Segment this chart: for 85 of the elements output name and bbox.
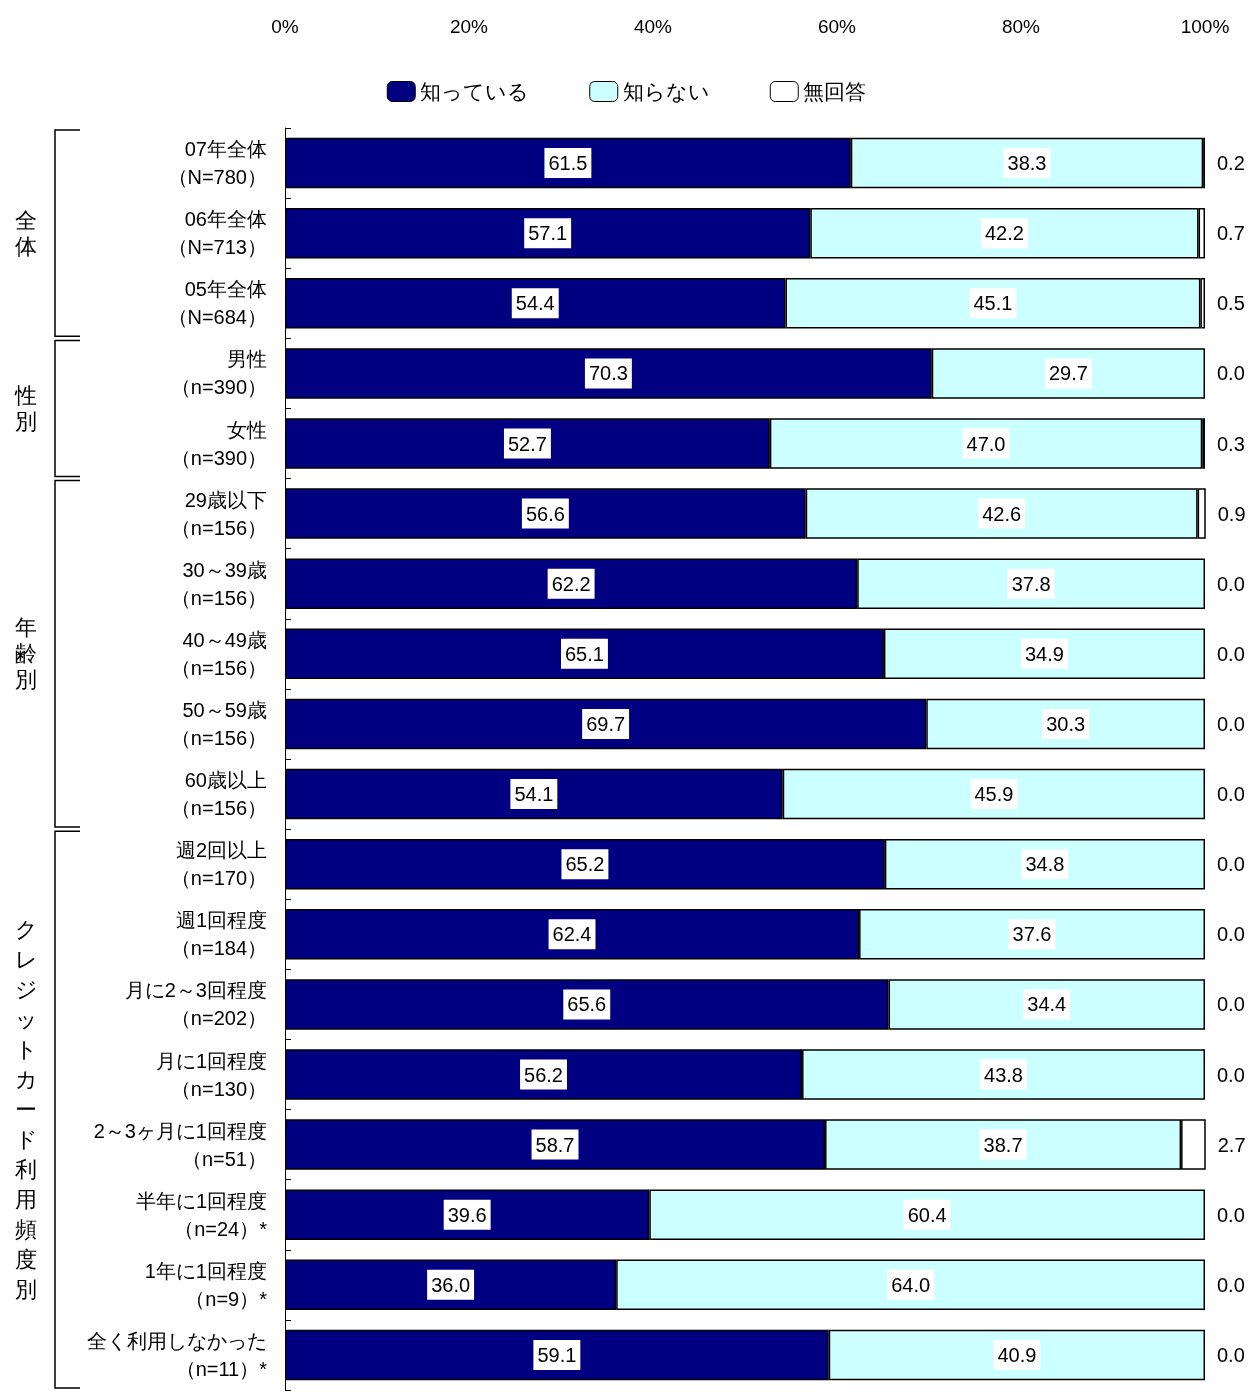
data-label: 56.6	[525, 502, 565, 525]
data-label: 45.9	[974, 783, 1014, 806]
data-label: 37.8	[1011, 572, 1051, 595]
y-tick-label: 40～49歳（n=156）	[170, 628, 267, 679]
data-label: 60.4	[907, 1203, 947, 1226]
data-label: 34.9	[1024, 642, 1064, 665]
data-label: 58.7	[535, 1133, 575, 1156]
data-label: 0.0	[1217, 642, 1245, 665]
y-tick-label: 29歳以下（n=156）	[170, 488, 267, 539]
x-tick-label: 0%	[271, 16, 299, 37]
data-label: 64.0	[891, 1273, 931, 1296]
data-label: 34.4	[1027, 993, 1067, 1016]
y-tick-label: 月に2～3回程度（n=202）	[124, 979, 267, 1030]
data-label: 0.0	[1217, 993, 1245, 1016]
data-label: 0.0	[1217, 572, 1245, 595]
data-label: 0.9	[1217, 502, 1246, 525]
data-label: 0.0	[1217, 712, 1245, 735]
x-tick-label: 80%	[1001, 16, 1041, 37]
data-label: 0.0	[1217, 1273, 1245, 1296]
data-label: 42.2	[984, 222, 1024, 245]
data-label: 0.2	[1217, 152, 1245, 175]
data-label: 0.0	[1217, 923, 1245, 946]
y-tick-label: 全く利用しなかった（n=11）*	[87, 1329, 268, 1380]
data-label: 62.2	[551, 572, 591, 595]
data-label: 62.4	[552, 923, 592, 946]
y-tick-label: 50～59歳（n=156）	[170, 698, 267, 749]
data-label: 59.1	[537, 1343, 577, 1366]
data-label: 0.5	[1217, 292, 1245, 315]
y-tick-label: 1年に1回程度（n=9）*	[144, 1259, 268, 1310]
data-label: 0.3	[1217, 432, 1245, 455]
data-label: 34.8	[1025, 853, 1065, 876]
data-label: 39.6	[447, 1203, 487, 1226]
data-label: 57.1	[528, 222, 568, 245]
text: 年齢別	[15, 615, 37, 693]
text: 性別	[14, 382, 37, 434]
y-tick-label: 男性（n=390）	[170, 348, 267, 399]
y-tick-label: 半年に1回程度（n=24）*	[135, 1189, 268, 1240]
data-label: 37.6	[1012, 923, 1052, 946]
y-tick-label: 2～3ヶ月に1回程度（n=51）	[93, 1119, 267, 1170]
y-tick-label: 06年全体（N=713）	[167, 208, 267, 259]
text: 全体	[15, 207, 37, 259]
data-label: 54.1	[514, 783, 554, 806]
data-label: 29.7	[1048, 362, 1088, 385]
data-label: 0.0	[1217, 1063, 1245, 1086]
data-label: 56.2	[524, 1063, 563, 1086]
data-label: 38.3	[1007, 152, 1047, 175]
y-tick-label: 30～39歳（n=156）	[170, 558, 267, 609]
data-label: 65.2	[565, 853, 605, 876]
data-label: 40.9	[997, 1343, 1037, 1366]
legend-label: 知っている	[420, 80, 530, 103]
data-label: 65.1	[564, 642, 604, 665]
text: クレジットカード利用頻度別	[14, 917, 38, 1303]
y-tick-label: 07年全体（N=780）	[167, 138, 267, 189]
data-label: 38.7	[983, 1133, 1023, 1156]
data-label: 61.5	[548, 152, 588, 175]
y-tick-label: 女性（n=390）	[170, 418, 267, 469]
x-tick-label: 20%	[449, 16, 489, 37]
x-tick-label: 100%	[1180, 16, 1230, 37]
data-label: 70.3	[588, 362, 628, 385]
y-tick-label: 05年全体（N=684）	[167, 278, 267, 329]
data-label: 42.6	[982, 502, 1022, 525]
data-label: 2.7	[1217, 1133, 1246, 1156]
data-label: 0.0	[1217, 1203, 1245, 1226]
data-label: 30.3	[1046, 712, 1086, 735]
data-label: 65.6	[567, 993, 607, 1016]
data-label: 0.0	[1217, 362, 1245, 385]
x-tick-label: 40%	[633, 16, 673, 37]
data-label: 43.8	[984, 1063, 1023, 1086]
data-label: 47.0	[966, 432, 1006, 455]
y-tick-label: 月に1回程度（n=130）	[155, 1049, 267, 1100]
x-tick-label: 60%	[817, 16, 857, 37]
data-label: 36.0	[431, 1273, 471, 1296]
y-tick-label: 週2回以上（n=170）	[170, 839, 267, 890]
data-label: 0.0	[1217, 1343, 1245, 1366]
data-label: 69.7	[586, 712, 626, 735]
data-label: 0.0	[1217, 783, 1245, 806]
legend-label: 無回答	[803, 80, 867, 103]
data-label: 0.7	[1217, 222, 1245, 245]
data-label: 0.0	[1217, 853, 1245, 876]
data-label: 54.4	[515, 292, 555, 315]
legend-label: 知らない	[622, 80, 710, 103]
y-tick-label: 週1回程度（n=184）	[170, 909, 267, 960]
y-tick-label: 60歳以上（n=156）	[170, 769, 267, 820]
data-label: 45.1	[973, 292, 1013, 315]
data-label: 52.7	[507, 432, 547, 455]
